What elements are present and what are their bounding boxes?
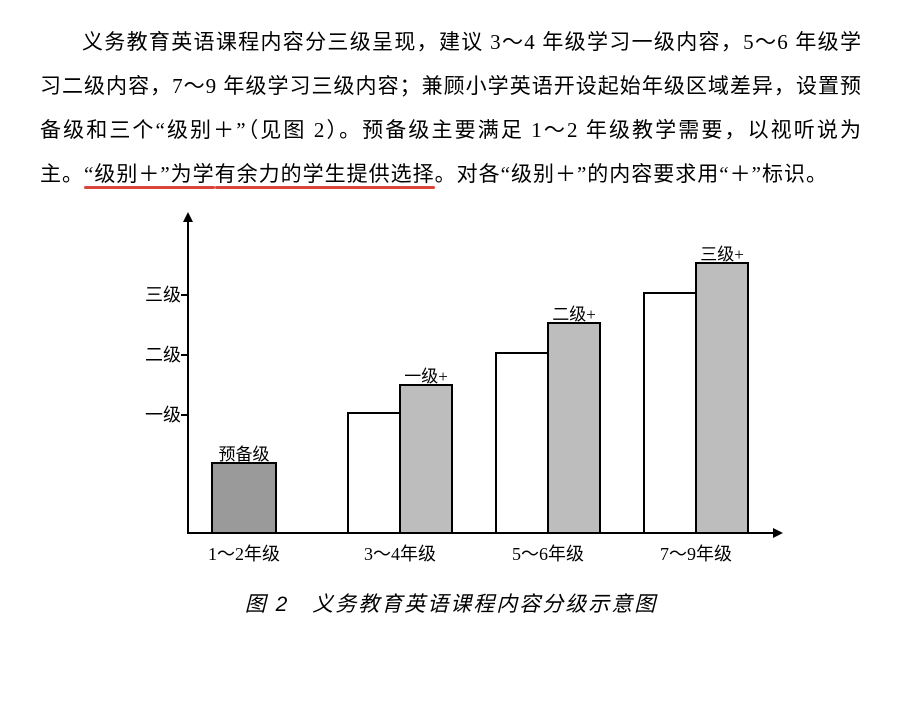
para-text-2: 。对各“级别＋”的内容要求用“＋”标识。 [435, 162, 828, 186]
bar [643, 292, 697, 534]
body-paragraph: 义务教育英语课程内容分三级呈现，建议 3～4 年级学习一级内容，5～6 年级学习… [40, 20, 862, 196]
bar-group: 三级+ [643, 262, 749, 534]
bar: 预备级 [211, 462, 277, 534]
bar-label: 预备级 [219, 440, 270, 465]
y-axis-label: 一级 [145, 401, 181, 427]
para-red-2: 有余力的学生提供选择 [215, 162, 435, 186]
x-axis-label: 3～4年级 [364, 540, 436, 566]
y-axis-label: 三级 [145, 281, 181, 307]
bar [347, 412, 401, 534]
x-axis-label: 7～9年级 [660, 540, 732, 566]
bar-group: 一级+ [347, 384, 453, 534]
bar-label: 一级+ [404, 362, 448, 387]
y-tick [181, 414, 187, 416]
para-red-1: “级别＋”为学 [84, 162, 215, 186]
y-axis [187, 214, 189, 534]
y-tick [181, 294, 187, 296]
x-axis-label: 1～2年级 [208, 540, 280, 566]
bar-label: 二级+ [552, 300, 596, 325]
bar [495, 352, 549, 534]
bar-label: 三级+ [700, 240, 744, 265]
bar: 一级+ [399, 384, 453, 534]
bar: 二级+ [547, 322, 601, 534]
bar-group: 二级+ [495, 322, 601, 534]
x-axis-label: 5～6年级 [512, 540, 584, 566]
bar-chart: 一级 二级 三级 预备级 一级+ 二级+ 三级+ 1～2年级 3～4年级 5～6年级 7～9年级 [121, 214, 781, 574]
y-axis-label: 二级 [145, 341, 181, 367]
chart-container: 一级 二级 三级 预备级 一级+ 二级+ 三级+ 1～2年级 3～4年级 5～6年级 7～9年级… [121, 214, 781, 618]
bar: 三级+ [695, 262, 749, 534]
bar-group: 预备级 [211, 462, 277, 534]
y-tick [181, 354, 187, 356]
chart-caption: 图 2 义务教育英语课程内容分级示意图 [121, 588, 781, 618]
